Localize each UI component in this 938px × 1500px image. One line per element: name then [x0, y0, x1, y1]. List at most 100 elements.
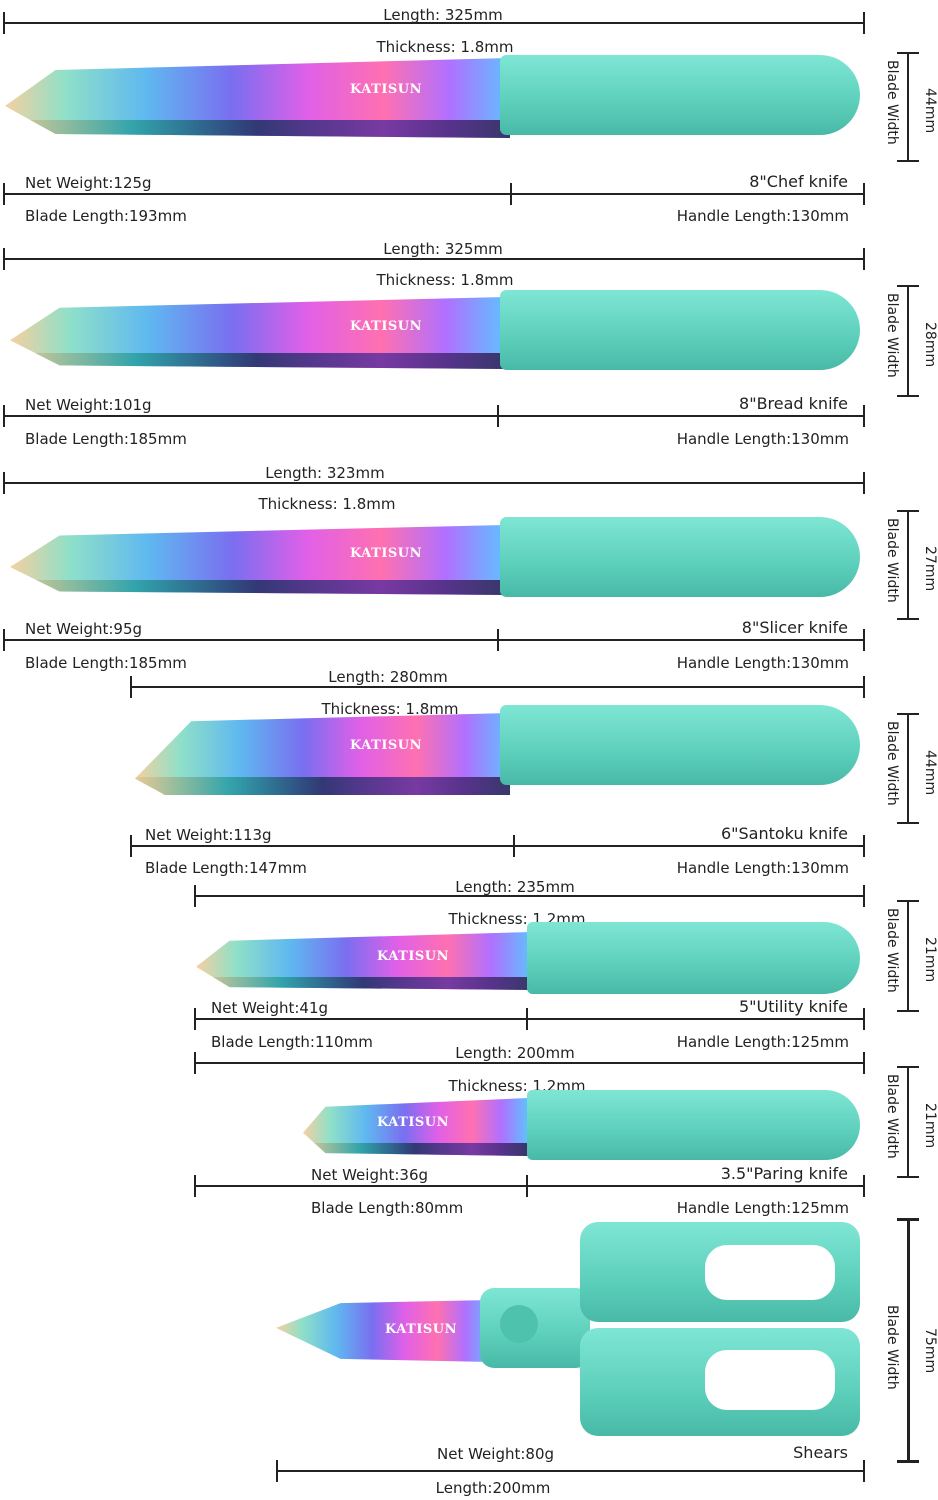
- blade-length: Blade Length:185mm: [25, 430, 187, 448]
- thickness-label: Thickness: 1.2mm: [448, 1077, 586, 1095]
- length-tick-right: [863, 472, 865, 494]
- tick-mid: [497, 629, 499, 651]
- length-line: [130, 686, 864, 688]
- tick-right: [863, 405, 865, 427]
- length-label: Length: 235mm: [455, 878, 575, 896]
- tick-left: [3, 405, 5, 427]
- width-bracket-bottom: [897, 1176, 919, 1178]
- width-bracket: [907, 52, 909, 160]
- width-bracket-top: [897, 1218, 919, 1221]
- width-bracket: [907, 713, 909, 822]
- blade-edge: [10, 579, 505, 595]
- width-bracket-top: [897, 900, 919, 902]
- knife-name: 3.5"Paring knife: [720, 1164, 848, 1183]
- blade-length: Blade Length:110mm: [211, 1033, 373, 1051]
- net-weight: Net Weight:101g: [25, 396, 152, 414]
- handle-hole-bottom: [705, 1350, 835, 1410]
- net-weight: Net Weight:113g: [145, 826, 272, 844]
- knife-blade: [135, 713, 510, 795]
- width-bracket-bottom: [897, 1460, 919, 1463]
- tick-left: [3, 183, 5, 205]
- net-weight: Net Weight:95g: [25, 620, 143, 638]
- blade-width-label: Blade Width: [884, 293, 900, 378]
- tick-left: [3, 629, 5, 651]
- blade-handle-line: [194, 1018, 864, 1020]
- shears-name: Shears: [793, 1443, 848, 1462]
- brand-logo: KATISUN: [350, 82, 423, 97]
- length-tick-left: [130, 676, 132, 698]
- net-weight: Net Weight:36g: [311, 1166, 429, 1184]
- length-tick-right: [863, 1052, 865, 1074]
- blade-width-value: 28mm: [922, 322, 938, 368]
- length-tick-right: [863, 885, 865, 907]
- brand-logo: KATISUN: [377, 949, 450, 965]
- blade-edge: [196, 977, 531, 990]
- blade-handle-line: [3, 639, 864, 641]
- knife-blade: [196, 932, 531, 990]
- length-label: Length: 280mm: [328, 668, 448, 686]
- knife-handle: [500, 290, 860, 370]
- knife-handle: [527, 1090, 860, 1160]
- handle-length: Handle Length:130mm: [676, 430, 849, 448]
- handle-length: Handle Length:125mm: [676, 1199, 849, 1217]
- knife-name: 8"Chef knife: [749, 172, 848, 191]
- blade-width-value: 21mm: [922, 1103, 938, 1149]
- brand-logo: KATISUN: [377, 1115, 450, 1131]
- length-line: [3, 482, 864, 484]
- tick-mid: [526, 1175, 528, 1197]
- knife-name: 5"Utility knife: [738, 997, 848, 1016]
- thickness-label: Thickness: 1.8mm: [321, 700, 459, 718]
- blade-length: Blade Length:147mm: [145, 859, 307, 877]
- net-weight: Net Weight:41g: [211, 999, 329, 1017]
- tick-left: [130, 835, 132, 857]
- blade-width-value: 21mm: [922, 937, 938, 983]
- handle-hole-top: [705, 1245, 835, 1300]
- knife-name: 8"Slicer knife: [741, 618, 848, 637]
- knife-handle: [500, 705, 860, 785]
- blade-width-label: Blade Width: [884, 60, 900, 145]
- blade-handle-line: [194, 1185, 864, 1187]
- blade-width-label: Blade Width: [884, 1074, 900, 1159]
- knife-handle: [527, 922, 860, 994]
- blade-length: Blade Length:80mm: [311, 1199, 464, 1217]
- tick-right: [863, 1008, 865, 1030]
- length-line: [3, 22, 864, 24]
- length-label: Length: 200mm: [455, 1044, 575, 1062]
- knife-blade: [5, 58, 510, 138]
- brand-logo: KATISUN: [350, 318, 423, 334]
- length-tick-left: [194, 885, 196, 907]
- length-tick-left: [3, 248, 5, 270]
- blade-edge: [135, 776, 510, 795]
- width-bracket: [907, 285, 909, 395]
- tick-mid: [510, 183, 512, 205]
- width-bracket-bottom: [897, 395, 919, 397]
- handle-length: Handle Length:130mm: [676, 859, 849, 877]
- blade-width-value: 75mm: [922, 1328, 938, 1374]
- width-bracket-bottom: [897, 822, 919, 824]
- width-bracket-top: [897, 713, 919, 715]
- blade-length: Blade Length:185mm: [25, 654, 187, 672]
- length-tick-right: [863, 676, 865, 698]
- tick-right: [863, 183, 865, 205]
- tick-right: [863, 1460, 865, 1482]
- length-tick-left: [3, 472, 5, 494]
- blade-width-label: Blade Width: [884, 1305, 900, 1390]
- width-bracket: [907, 1218, 910, 1462]
- width-bracket-top: [897, 52, 919, 54]
- blade-length: Blade Length:193mm: [25, 207, 187, 225]
- handle-length: Handle Length:125mm: [676, 1033, 849, 1051]
- blade-handle-line: [3, 193, 864, 195]
- width-bracket-top: [897, 510, 919, 512]
- tick-left: [194, 1008, 196, 1030]
- blade-width-value: 44mm: [922, 88, 938, 134]
- width-bracket: [907, 900, 909, 1010]
- width-bracket: [907, 510, 909, 618]
- length-tick-left: [3, 12, 5, 34]
- length-tick-right: [863, 248, 865, 270]
- brand-logo: KATISUN: [350, 546, 423, 561]
- tick-mid: [497, 405, 499, 427]
- knife-handle: [500, 517, 860, 597]
- tick-left: [194, 1175, 196, 1197]
- tick-mid: [526, 1008, 528, 1030]
- thickness-label: Thickness: 1.8mm: [376, 271, 514, 289]
